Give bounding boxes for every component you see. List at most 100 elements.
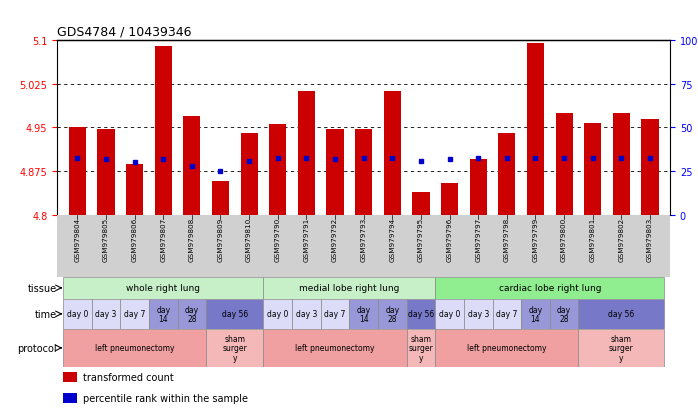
- Text: GSM979800: GSM979800: [561, 217, 567, 261]
- Text: percentile rank within the sample: percentile rank within the sample: [83, 394, 248, 404]
- Bar: [126, 164, 143, 215]
- Bar: [493, 299, 521, 329]
- Bar: [470, 160, 487, 215]
- Bar: [584, 123, 602, 215]
- Bar: [63, 299, 91, 329]
- Bar: [556, 114, 573, 215]
- Bar: [464, 299, 493, 329]
- Bar: [436, 329, 579, 367]
- Text: GSM979799: GSM979799: [533, 217, 538, 261]
- Text: day 3: day 3: [95, 310, 117, 318]
- Bar: [355, 130, 372, 215]
- Text: day 56: day 56: [608, 310, 634, 318]
- Bar: [613, 114, 630, 215]
- Text: GSM979790: GSM979790: [275, 217, 281, 261]
- Bar: [149, 299, 177, 329]
- Bar: [498, 134, 515, 215]
- Text: sham
surger
y: sham surger y: [223, 334, 247, 362]
- Bar: [97, 129, 114, 215]
- Bar: [320, 299, 349, 329]
- Bar: [269, 125, 286, 215]
- Text: cardiac lobe right lung: cardiac lobe right lung: [498, 284, 601, 293]
- Bar: [212, 182, 229, 215]
- Bar: [68, 128, 86, 215]
- Bar: [184, 116, 200, 215]
- Text: tissue: tissue: [27, 283, 57, 293]
- Bar: [241, 134, 258, 215]
- Bar: [263, 329, 407, 367]
- Text: GSM979801: GSM979801: [590, 217, 596, 261]
- Bar: [579, 299, 664, 329]
- Bar: [521, 299, 550, 329]
- Text: GSM979793: GSM979793: [361, 217, 366, 261]
- Text: GSM979798: GSM979798: [504, 217, 510, 261]
- Text: day
28: day 28: [185, 305, 199, 323]
- Bar: [64, 373, 77, 382]
- Text: GSM979809: GSM979809: [218, 217, 223, 261]
- Text: GSM979805: GSM979805: [103, 217, 109, 261]
- Bar: [436, 299, 464, 329]
- Text: GSM979804: GSM979804: [74, 217, 80, 261]
- Text: day 3: day 3: [468, 310, 489, 318]
- Text: day 0: day 0: [439, 310, 460, 318]
- Text: left pneumonectomy: left pneumonectomy: [467, 344, 547, 353]
- Bar: [527, 44, 544, 215]
- Text: GSM979791: GSM979791: [304, 217, 309, 261]
- Text: day
14: day 14: [528, 305, 542, 323]
- Text: medial lobe right lung: medial lobe right lung: [299, 284, 399, 293]
- Bar: [407, 329, 436, 367]
- Text: protocol: protocol: [17, 343, 57, 353]
- Bar: [550, 299, 579, 329]
- Text: day 7: day 7: [496, 310, 517, 318]
- Bar: [64, 393, 77, 404]
- Bar: [120, 299, 149, 329]
- Bar: [63, 329, 206, 367]
- Bar: [298, 92, 315, 215]
- Text: GSM979796: GSM979796: [447, 217, 452, 261]
- Text: day 3: day 3: [296, 310, 317, 318]
- Text: whole right lung: whole right lung: [126, 284, 200, 293]
- Bar: [63, 277, 263, 299]
- Text: day 56: day 56: [222, 310, 248, 318]
- Bar: [378, 299, 407, 329]
- Text: day
14: day 14: [357, 305, 371, 323]
- Bar: [407, 299, 436, 329]
- Bar: [91, 299, 120, 329]
- Text: GSM979808: GSM979808: [189, 217, 195, 261]
- Text: GSM979802: GSM979802: [618, 217, 625, 261]
- Text: GSM979797: GSM979797: [475, 217, 481, 261]
- Text: sham
surger
y: sham surger y: [408, 334, 433, 362]
- Bar: [177, 299, 206, 329]
- Bar: [154, 47, 172, 215]
- Text: GSM979795: GSM979795: [418, 217, 424, 261]
- Bar: [206, 299, 263, 329]
- Text: GDS4784 / 10439346: GDS4784 / 10439346: [57, 26, 192, 39]
- Text: day 0: day 0: [66, 310, 88, 318]
- Bar: [436, 277, 664, 299]
- Text: left pneumonectomy: left pneumonectomy: [295, 344, 375, 353]
- Text: day
28: day 28: [385, 305, 399, 323]
- Text: time: time: [34, 309, 57, 319]
- Text: transformed count: transformed count: [83, 373, 174, 382]
- Text: day 0: day 0: [267, 310, 288, 318]
- Bar: [579, 329, 664, 367]
- Bar: [327, 129, 343, 215]
- Bar: [413, 192, 429, 215]
- Bar: [263, 277, 436, 299]
- Bar: [206, 329, 263, 367]
- Text: GSM979807: GSM979807: [161, 217, 166, 261]
- Bar: [263, 299, 292, 329]
- Bar: [349, 299, 378, 329]
- Bar: [641, 119, 659, 215]
- Text: left pneumonectomy: left pneumonectomy: [95, 344, 174, 353]
- Text: day 7: day 7: [124, 310, 145, 318]
- Bar: [384, 92, 401, 215]
- Text: GSM979806: GSM979806: [131, 217, 138, 261]
- Text: GSM979794: GSM979794: [389, 217, 395, 261]
- Text: day 7: day 7: [325, 310, 346, 318]
- Bar: [441, 183, 458, 215]
- Text: GSM979810: GSM979810: [246, 217, 252, 261]
- Text: day
28: day 28: [557, 305, 571, 323]
- Text: GSM979803: GSM979803: [647, 217, 653, 261]
- Text: sham
surger
y: sham surger y: [609, 334, 634, 362]
